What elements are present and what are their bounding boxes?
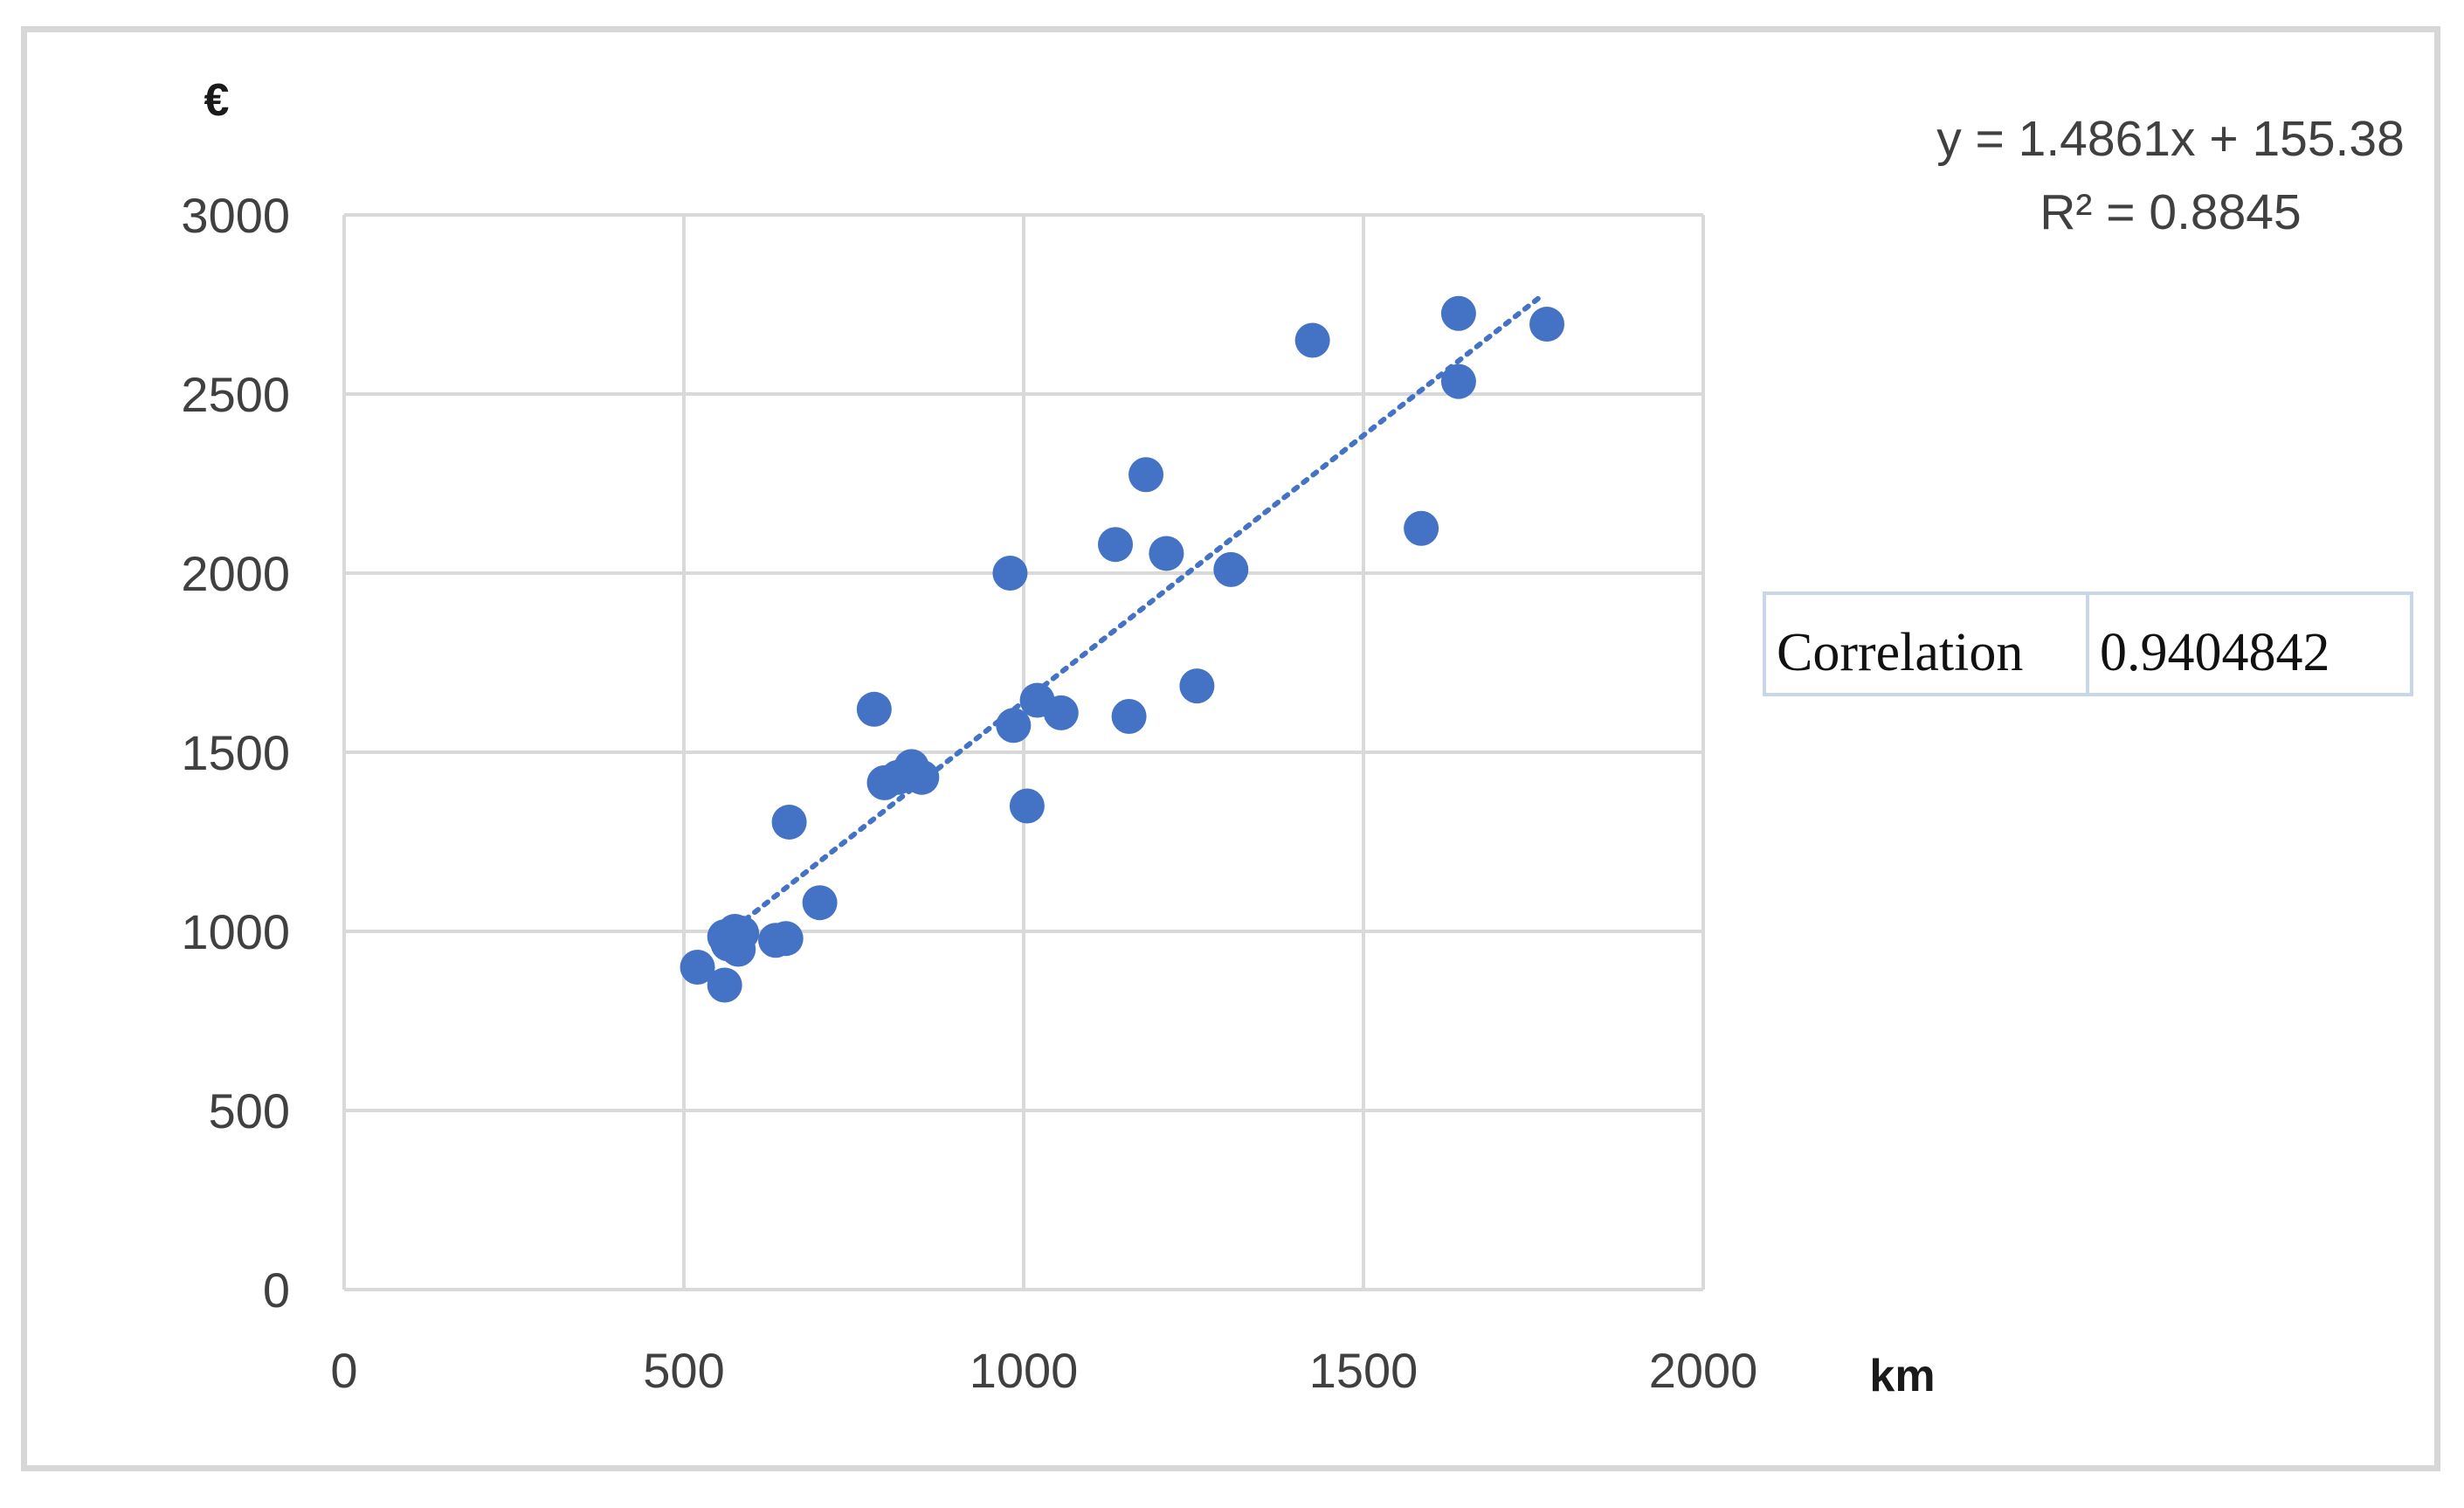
- data-point: [1009, 788, 1045, 824]
- data-point: [1404, 510, 1439, 546]
- data-point: [771, 804, 807, 840]
- correlation-value: 0.9404842: [2100, 623, 2330, 682]
- data-point: [1529, 307, 1565, 342]
- trendline-path: [742, 291, 1547, 923]
- x-tick-label: 500: [643, 1343, 724, 1398]
- data-point: [1213, 551, 1249, 587]
- data-point: [996, 708, 1032, 744]
- data-point: [904, 759, 940, 795]
- data-point: [1149, 536, 1184, 571]
- chart-frame: [21, 26, 2440, 1471]
- y-tick-label: 2000: [181, 546, 290, 601]
- trendline-equation: y = 1.4861x + 155.38: [1936, 111, 2405, 167]
- y-axis-title: €: [204, 75, 230, 126]
- y-tick-label: 1000: [181, 904, 290, 959]
- data-points: [680, 295, 1565, 1003]
- data-point: [724, 916, 760, 951]
- data-point: [680, 950, 715, 985]
- data-point: [768, 921, 804, 957]
- x-tick-label: 0: [330, 1343, 357, 1398]
- data-point: [707, 967, 742, 1003]
- data-point: [856, 691, 892, 727]
- trendline-r-squared: R² = 0.8845: [2040, 184, 2301, 240]
- y-tick-label: 500: [209, 1083, 290, 1138]
- data-point: [1128, 457, 1164, 493]
- data-point: [992, 556, 1028, 591]
- tick-labels: 0 500 1000 1500 2000 0 500 1000 1500 2000 2500 3000: [181, 188, 1757, 1398]
- y-tick-label: 1500: [181, 725, 290, 780]
- correlation-box: Correlation 0.9404842: [1763, 591, 2413, 696]
- gridlines: [342, 213, 1705, 1291]
- x-axis-title: km: [1869, 1351, 1935, 1401]
- correlation-label: Correlation: [1777, 623, 2023, 682]
- trendline: [742, 291, 1547, 923]
- data-point: [1440, 295, 1476, 331]
- data-point: [1111, 699, 1147, 734]
- y-tick-label: 3000: [181, 188, 290, 243]
- x-tick-label: 1500: [1309, 1343, 1418, 1398]
- y-tick-label: 0: [263, 1262, 290, 1318]
- x-tick-label: 1000: [970, 1343, 1079, 1398]
- data-point: [802, 885, 838, 921]
- data-point: [1179, 668, 1215, 704]
- data-point: [1043, 695, 1079, 730]
- x-tick-label: 2000: [1649, 1343, 1758, 1398]
- y-tick-label: 2500: [181, 367, 290, 422]
- data-point: [1294, 322, 1330, 358]
- data-point: [1098, 527, 1134, 563]
- data-point: [1440, 363, 1476, 399]
